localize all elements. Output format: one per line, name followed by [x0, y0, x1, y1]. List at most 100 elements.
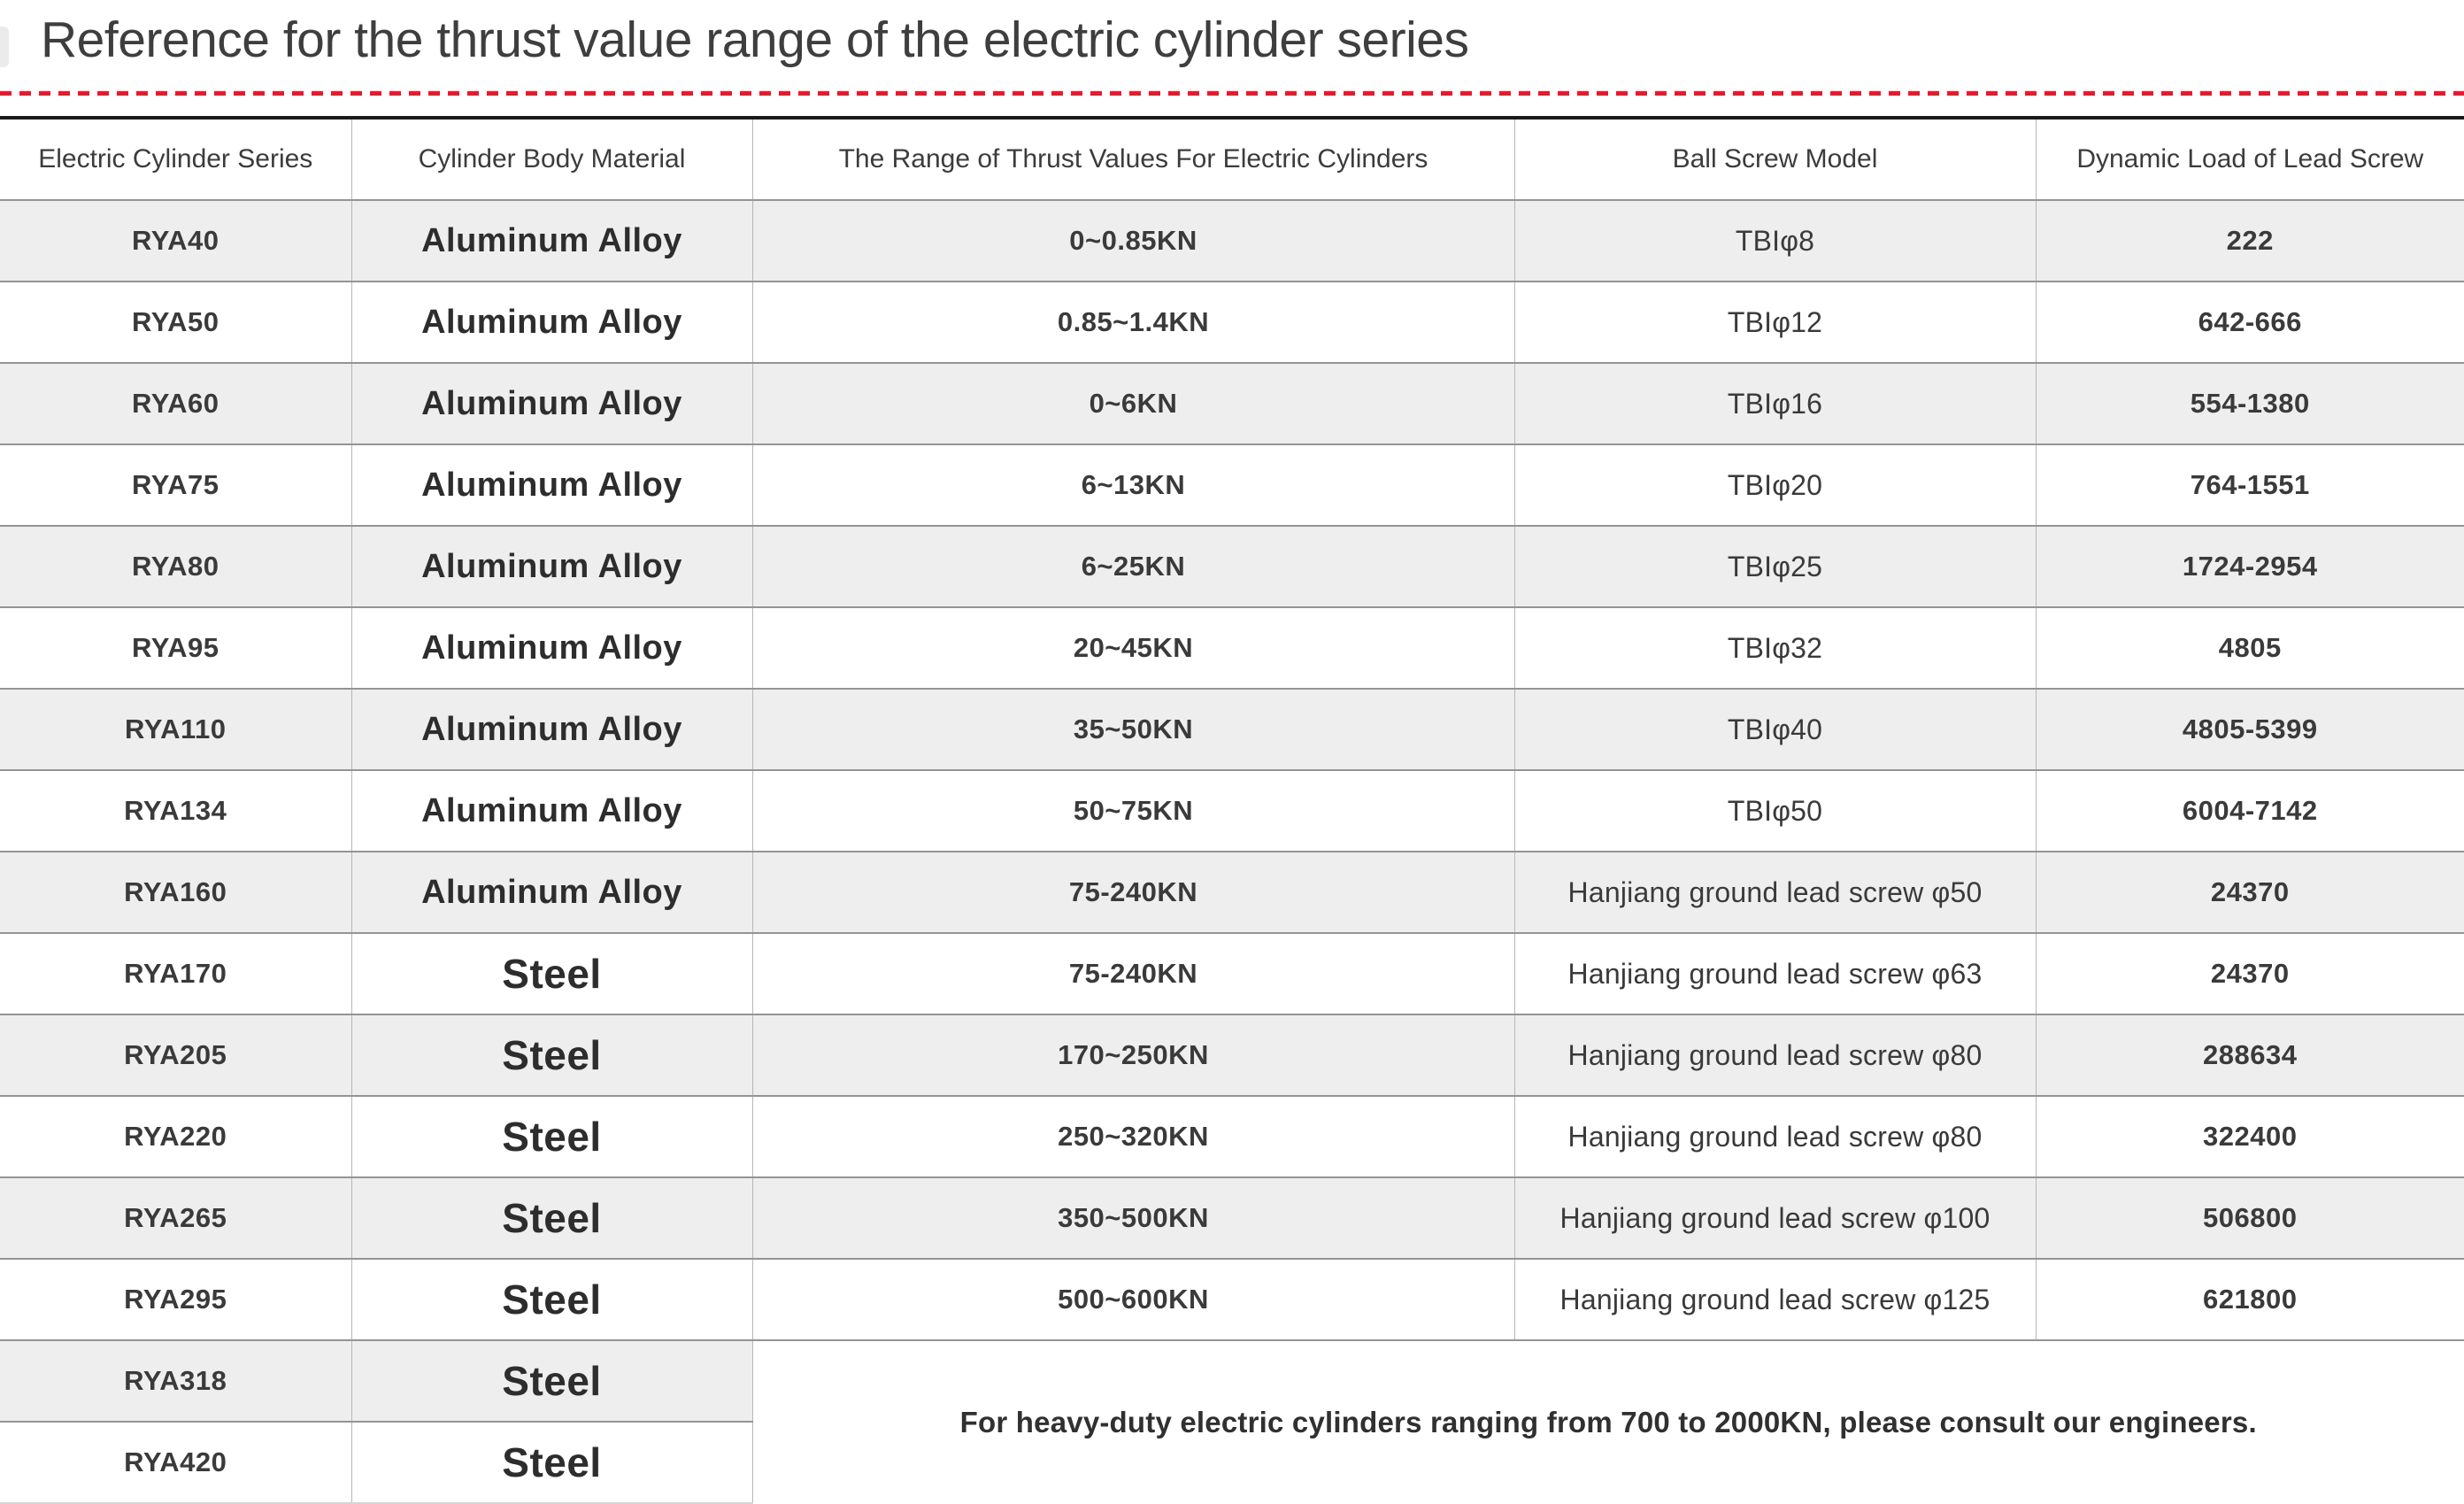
thrust-cell: 0~6KN [751, 362, 1514, 444]
series-cell: RYA75 [0, 443, 351, 526]
series-cell: RYA95 [0, 606, 351, 689]
thrust-cell: 250~320KN [751, 1095, 1514, 1177]
load-cell: 288634 [2035, 1014, 2464, 1096]
screw-cell: TBIφ32 [1513, 606, 2036, 689]
screw-cell: TBIφ50 [1513, 769, 2036, 852]
material-cell: Steel [350, 1421, 752, 1504]
series-cell: RYA50 [0, 281, 351, 363]
page-title: Reference for the thrust value range of … [41, 12, 1469, 68]
thrust-cell: 0~0.85KN [751, 200, 1514, 282]
material-cell: Steel [350, 1258, 752, 1340]
column-header-4: Dynamic Load of Lead Screw [2035, 116, 2464, 201]
table-row-RYA60: RYA60 Aluminum Alloy 0~6KN TBIφ16 554-1380 [0, 362, 2464, 444]
screw-cell: Hanjiang ground lead screw φ80 [1513, 1014, 2036, 1096]
red-dashed-divider [0, 91, 2464, 96]
column-header-1: Cylinder Body Material [350, 116, 752, 201]
load-cell: 764-1551 [2035, 443, 2464, 526]
load-cell: 322400 [2035, 1095, 2464, 1177]
series-cell: RYA40 [0, 200, 351, 282]
table-row-RYA205: RYA205 Steel 170~250KN Hanjiang ground lead… [0, 1014, 2464, 1096]
thrust-cell: 75-240KN [751, 932, 1514, 1014]
material-cell: Steel [350, 1176, 752, 1259]
series-cell: RYA80 [0, 525, 351, 607]
table-row-RYA318: RYA318 Steel For heavy-duty electric cylin… [0, 1339, 2464, 1503]
thrust-reference-table: Electric Cylinder Series Cylinder Body Ma… [0, 116, 2464, 1504]
screw-cell: Hanjiang ground lead screw φ100 [1513, 1176, 2036, 1259]
material-cell: Steel [350, 1014, 752, 1096]
table-row-RYA170: RYA170 Steel 75-240KN Hanjiang ground lead … [0, 932, 2464, 1014]
load-cell: 6004-7142 [2035, 769, 2464, 852]
material-cell: Steel [350, 932, 752, 1014]
material-cell: Aluminum Alloy [350, 281, 752, 363]
load-cell: 1724-2954 [2035, 525, 2464, 607]
table-row-RYA40: RYA40 Aluminum Alloy 0~0.85KN TBIφ8 222 [0, 200, 2464, 282]
series-cell: RYA160 [0, 851, 351, 933]
thrust-cell: 6~25KN [751, 525, 1514, 607]
series-cell: RYA295 [0, 1258, 351, 1340]
series-cell: RYA60 [0, 362, 351, 444]
table-row-RYA265: RYA265 Steel 350~500KN Hanjiang ground lead… [0, 1176, 2464, 1259]
table-row-RYA80: RYA80 Aluminum Alloy 6~25KN TBIφ25 1724-2954 [0, 525, 2464, 607]
screw-cell: TBIφ20 [1513, 443, 2036, 526]
table-row-RYA110: RYA110 Aluminum Alloy 35~50KN TBIφ40 4805-53… [0, 688, 2464, 770]
thrust-cell: 0.85~1.4KN [751, 281, 1514, 363]
material-cell: Aluminum Alloy [350, 606, 752, 689]
load-cell: 642-666 [2035, 281, 2464, 363]
table-row-RYA95: RYA95 Aluminum Alloy 20~45KN TBIφ32 4805 [0, 606, 2464, 689]
series-cell: RYA220 [0, 1095, 351, 1177]
column-header-3: Ball Screw Model [1513, 116, 2036, 201]
series-cell: RYA170 [0, 932, 351, 1014]
thrust-cell: 20~45KN [751, 606, 1514, 689]
material-cell: Aluminum Alloy [350, 200, 752, 282]
table-row-RYA160: RYA160 Aluminum Alloy 75-240KN Hanjiang gro… [0, 851, 2464, 933]
series-cell: RYA134 [0, 769, 351, 852]
heavy-duty-note: For heavy-duty electric cylinders rangin… [751, 1339, 2464, 1503]
material-cell: Aluminum Alloy [350, 443, 752, 526]
table-row-RYA220: RYA220 Steel 250~320KN Hanjiang ground lead… [0, 1095, 2464, 1177]
material-cell: Aluminum Alloy [350, 769, 752, 852]
material-cell: Aluminum Alloy [350, 688, 752, 770]
screw-cell: TBIφ25 [1513, 525, 2036, 607]
screw-cell: TBIφ8 [1513, 200, 2036, 282]
series-cell: RYA318 [0, 1339, 351, 1422]
load-cell: 222 [2035, 200, 2464, 282]
screw-cell: Hanjiang ground lead screw φ80 [1513, 1095, 2036, 1177]
load-cell: 24370 [2035, 851, 2464, 933]
load-cell: 4805-5399 [2035, 688, 2464, 770]
load-cell: 621800 [2035, 1258, 2464, 1340]
table-row-RYA134: RYA134 Aluminum Alloy 50~75KN TBIφ50 6004-71… [0, 769, 2464, 852]
thrust-cell: 170~250KN [751, 1014, 1514, 1096]
thrust-cell: 500~600KN [751, 1258, 1514, 1340]
material-cell: Aluminum Alloy [350, 362, 752, 444]
screw-cell: Hanjiang ground lead screw φ125 [1513, 1258, 2036, 1340]
thrust-cell: 50~75KN [751, 769, 1514, 852]
screw-cell: Hanjiang ground lead screw φ50 [1513, 851, 2036, 933]
thrust-cell: 350~500KN [751, 1176, 1514, 1259]
load-cell: 554-1380 [2035, 362, 2464, 444]
thrust-cell: 75-240KN [751, 851, 1514, 933]
screw-cell: TBIφ16 [1513, 362, 2036, 444]
table-row-RYA295: RYA295 Steel 500~600KN Hanjiang ground lead… [0, 1258, 2464, 1340]
header-row: Electric Cylinder Series Cylinder Body Ma… [0, 116, 2464, 201]
table-row-RYA50: RYA50 Aluminum Alloy 0.85~1.4KN TBIφ12 642-6… [0, 281, 2464, 363]
load-cell: 506800 [2035, 1176, 2464, 1259]
material-cell: Aluminum Alloy [350, 525, 752, 607]
column-header-0: Electric Cylinder Series [0, 116, 351, 201]
thrust-cell: 6~13KN [751, 443, 1514, 526]
table-row-RYA75: RYA75 Aluminum Alloy 6~13KN TBIφ20 764-1551 [0, 443, 2464, 526]
column-header-2: The Range of Thrust Values For Electric … [751, 116, 1514, 201]
material-cell: Steel [350, 1339, 752, 1422]
clipped-icon [0, 27, 9, 67]
series-cell: RYA265 [0, 1176, 351, 1259]
series-cell: RYA420 [0, 1421, 351, 1504]
material-cell: Steel [350, 1095, 752, 1177]
screw-cell: TBIφ12 [1513, 281, 2036, 363]
load-cell: 24370 [2035, 932, 2464, 1014]
screw-cell: TBIφ40 [1513, 688, 2036, 770]
screw-cell: Hanjiang ground lead screw φ63 [1513, 932, 2036, 1014]
load-cell: 4805 [2035, 606, 2464, 689]
thrust-cell: 35~50KN [751, 688, 1514, 770]
series-cell: RYA205 [0, 1014, 351, 1096]
series-cell: RYA110 [0, 688, 351, 770]
material-cell: Aluminum Alloy [350, 851, 752, 933]
